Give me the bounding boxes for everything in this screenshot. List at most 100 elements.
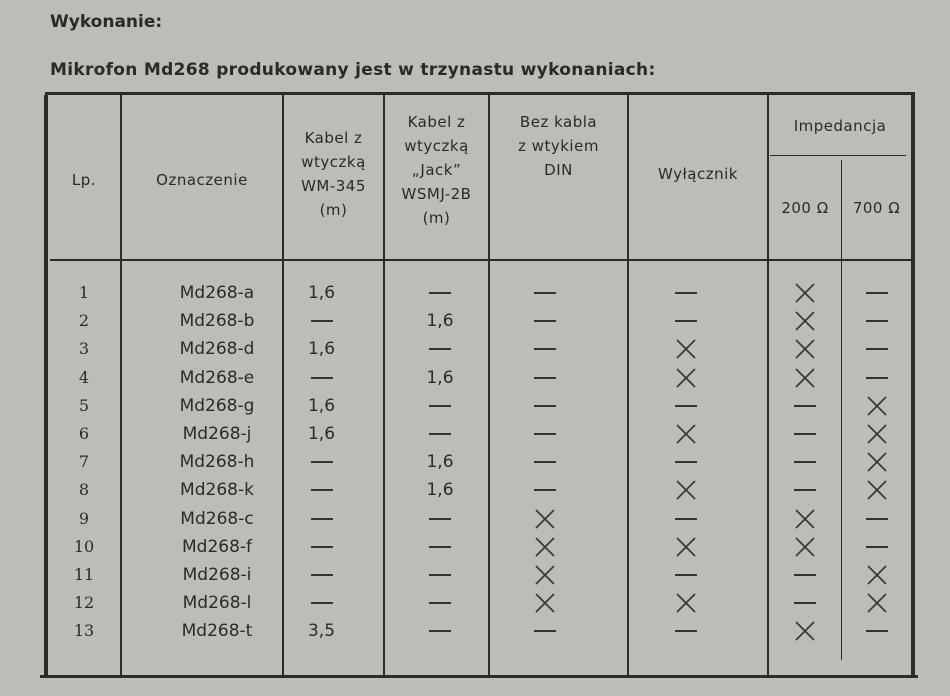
cell-i700 [842,364,911,392]
column-line [383,95,385,675]
dash-mark-icon [865,517,888,520]
cell-lp: 4 [78,367,90,387]
cell-sw [629,533,743,561]
table-bottom-border [40,675,918,678]
cell-i200 [769,505,841,533]
header-lp: Lp. [71,171,97,189]
cell-name: Md268-l [182,593,252,614]
cross-mark-icon [535,508,555,529]
cell-i200 [769,533,841,561]
dash-mark-icon [865,320,888,323]
impedance-divider [770,155,906,156]
cross-mark-icon [866,480,887,501]
dash-mark-icon [534,461,556,464]
cell-i700 [842,505,911,533]
cell-sw [629,476,743,504]
dash-mark-icon [429,517,451,520]
cell-wm [284,476,359,504]
cell-i700 [842,561,911,589]
cross-mark-icon [795,311,815,331]
cell-lp: 1 [78,283,90,302]
cell-din [490,307,600,335]
cell-name: Md268-d [179,339,255,360]
header-divider [50,259,912,261]
dash-mark-icon [675,292,697,294]
cross-mark-icon [676,537,696,557]
cell-jack: 1,6 [426,452,454,473]
column-line [120,95,122,675]
cell-lp: 13 [73,621,95,641]
cell-i700 [842,392,911,420]
dash-mark-icon [310,489,333,492]
cross-mark-icon [795,621,815,642]
cell-name: Md268-i [182,565,252,585]
column-line [44,95,48,675]
cell-sw [629,448,743,476]
cross-mark-icon [676,424,696,444]
header-line: wtyczką [404,137,469,155]
dash-mark-icon [429,433,451,435]
header-oznaczenie: Oznaczenie [156,171,248,189]
dash-mark-icon [865,545,888,548]
cell-wm [284,589,359,617]
cell-jack [385,420,495,448]
cell-i200 [769,392,841,420]
dash-mark-icon [310,320,333,323]
cell-sw [629,589,743,617]
dash-mark-icon [675,574,697,576]
cell-wm [284,448,359,476]
cell-i700 [842,589,911,617]
cell-i700 [842,533,911,561]
cell-wm [284,533,359,561]
dash-mark-icon [310,461,333,464]
cell-din [490,533,600,561]
dash-mark-icon [429,348,451,351]
cell-i200 [769,307,841,335]
cell-i200 [769,476,841,504]
cell-lp: 10 [73,536,95,556]
cell-i700 [842,617,911,645]
cell-name: Md268-f [181,536,253,557]
cross-mark-icon [676,339,696,360]
dash-mark-icon [675,461,697,464]
table-top-border [45,92,915,95]
dash-mark-icon [429,602,451,605]
dash-mark-icon [429,574,451,576]
dash-mark-icon [865,630,888,633]
cell-lp: 12 [73,593,95,613]
cell-name: Md268-t [181,621,253,642]
column-line [911,95,915,675]
cell-jack [385,617,495,645]
dash-mark-icon [534,404,556,407]
cell-jack [385,279,495,307]
cell-wm: 1,6 [307,339,336,360]
cell-jack: 1,6 [426,480,454,501]
header-wylacznik: Wyłącznik [658,165,738,183]
cell-jack: 1,6 [426,367,454,388]
cell-sw [629,307,743,335]
cell-jack [385,505,495,533]
cross-mark-icon [676,593,696,613]
dash-mark-icon [794,461,816,464]
dash-mark-icon [534,320,556,323]
cross-mark-icon [866,396,887,416]
cell-name: Md268-e [179,367,255,388]
column-line [488,95,490,675]
dash-mark-icon [429,630,451,633]
dash-mark-icon [675,404,697,407]
column-line [841,160,842,660]
cell-name: Md268-g [179,395,255,416]
cross-mark-icon [676,367,696,388]
dash-mark-icon [865,376,888,379]
cell-din [490,364,600,392]
dash-mark-icon [429,292,451,294]
cell-lp: 8 [78,480,90,500]
dash-mark-icon [429,404,451,407]
cross-mark-icon [866,565,887,585]
cross-mark-icon [866,424,887,444]
cell-i700 [842,335,911,363]
dash-mark-icon [794,574,816,576]
cell-wm: 1,6 [307,283,336,303]
cell-name: Md268-k [180,480,254,501]
cross-mark-icon [795,283,815,303]
